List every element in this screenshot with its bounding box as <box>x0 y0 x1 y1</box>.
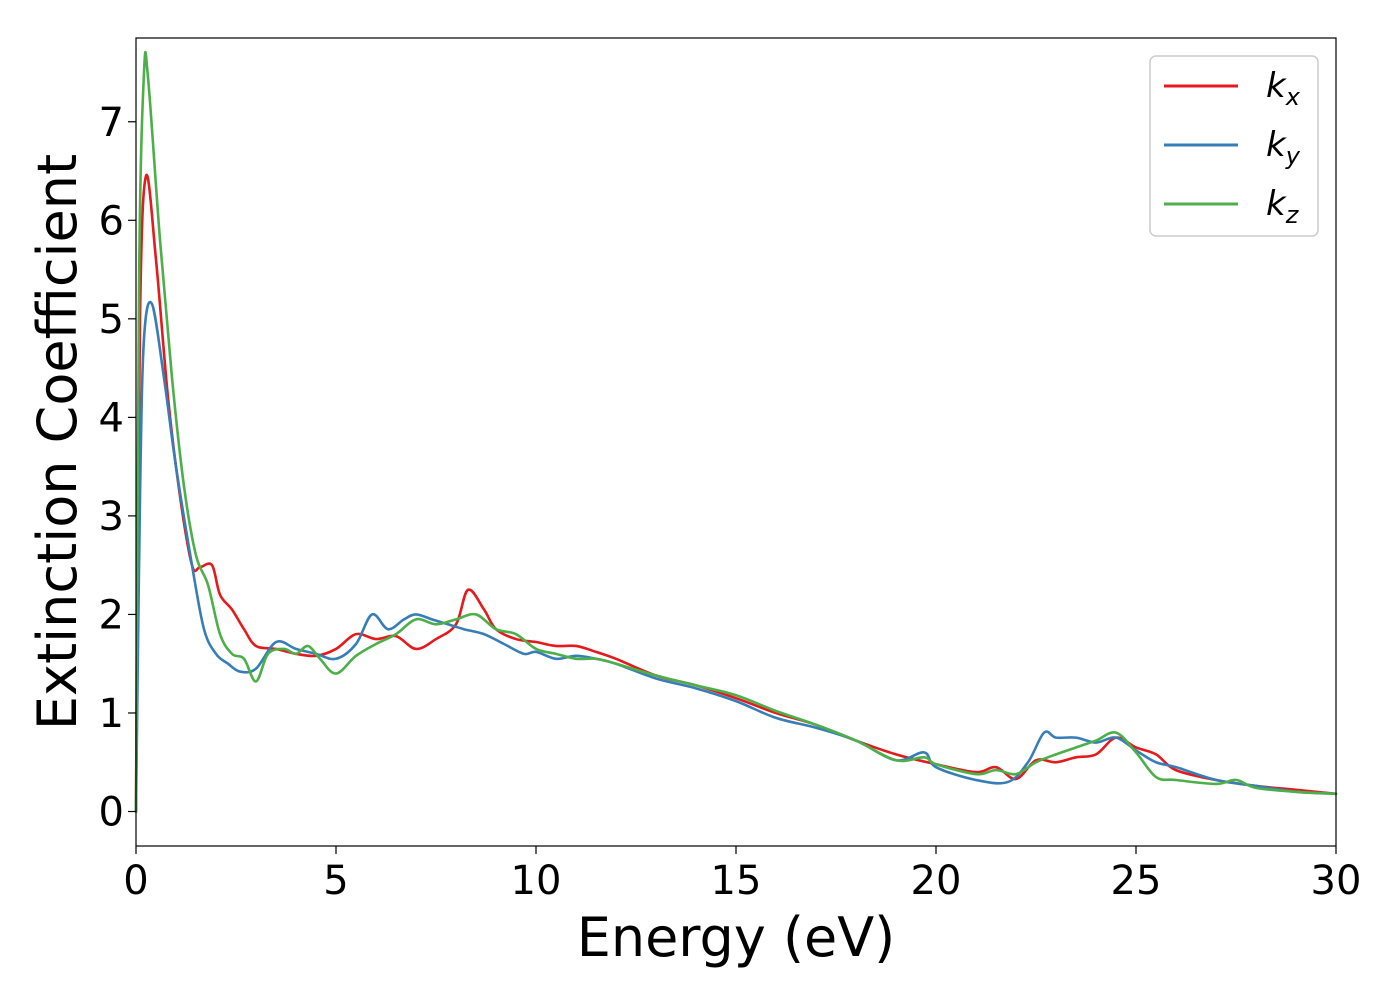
y-tick-label: 0 <box>99 790 124 836</box>
x-tick-label: 15 <box>711 858 762 904</box>
legend-label-base: k <box>1266 66 1287 106</box>
legend-label-subscript: z <box>1285 201 1300 229</box>
y-axis-title: Extinction Coefficient <box>26 154 89 730</box>
y-tick-label: 1 <box>99 691 124 737</box>
legend-label-kz: kz <box>1266 184 1300 229</box>
x-tick-label: 10 <box>511 858 562 904</box>
x-axis-title: Energy (eV) <box>577 906 896 969</box>
plot-area <box>136 38 1336 846</box>
y-tick-label: 4 <box>99 395 124 441</box>
legend-label-subscript: y <box>1285 142 1301 170</box>
series-line-ky <box>134 300 1338 813</box>
y-tick-label: 6 <box>99 198 124 244</box>
series-line-kx <box>134 173 1338 813</box>
x-tick-label: 30 <box>1311 858 1362 904</box>
legend-label-kx: kx <box>1266 66 1301 111</box>
x-tick-label: 5 <box>323 858 348 904</box>
legend-label-ky: ky <box>1266 125 1301 170</box>
y-axis: 0 1 2 3 4 5 6 7 <box>99 100 136 836</box>
legend-label-base: k <box>1266 184 1287 224</box>
y-tick-label: 5 <box>99 297 124 343</box>
y-tick-label: 2 <box>99 592 124 638</box>
x-tick-label: 20 <box>911 858 962 904</box>
y-tick-label: 7 <box>99 100 124 146</box>
x-tick-label: 0 <box>123 858 148 904</box>
x-axis: 0 5 10 15 20 25 30 <box>123 846 1361 904</box>
series-line-kz <box>134 50 1338 813</box>
legend-label-subscript: x <box>1285 83 1301 111</box>
x-tick-label: 25 <box>1111 858 1162 904</box>
series-layer <box>134 50 1338 813</box>
legend-label-base: k <box>1266 125 1287 165</box>
y-tick-label: 3 <box>99 494 124 540</box>
